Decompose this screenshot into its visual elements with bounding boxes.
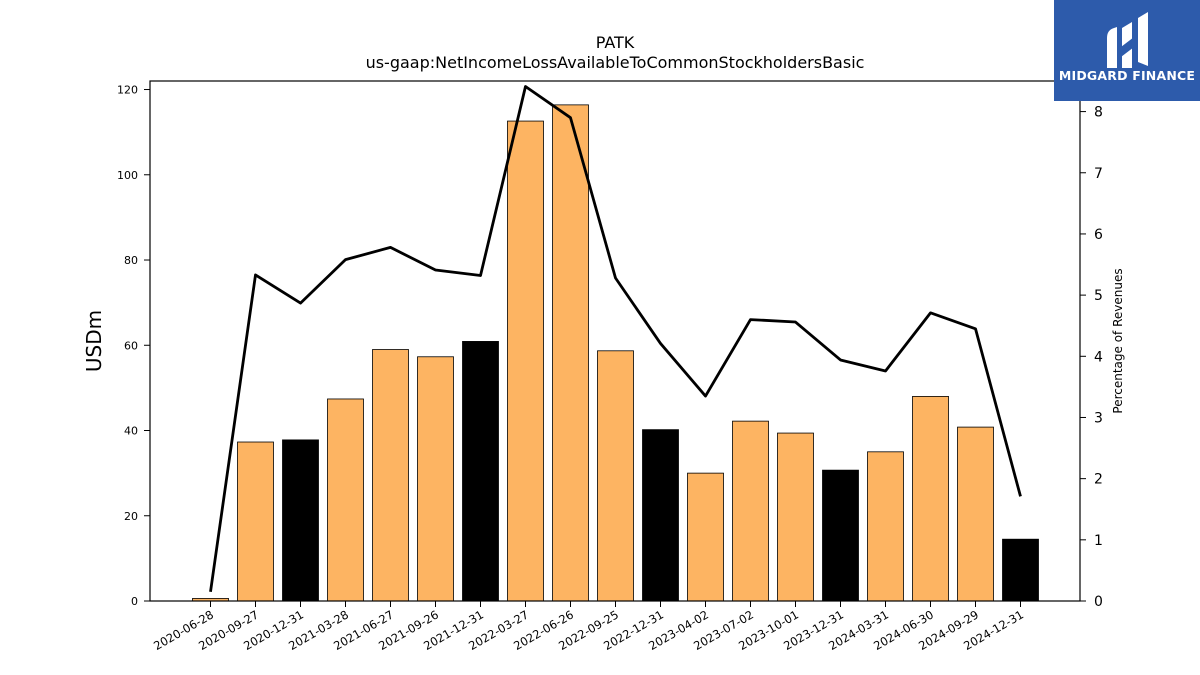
bar-2021-12-31: [462, 341, 499, 602]
bar-2023-04-02: [687, 472, 724, 602]
midgard-logo-icon: [1107, 12, 1148, 68]
brand-logo-text: MIDGARD FINANCE: [1058, 68, 1196, 83]
y2-tick-label-4: 4: [1094, 349, 1103, 365]
bar-2023-12-31: [822, 469, 859, 602]
brand-logo: MIDGARD FINANCE: [1054, 0, 1200, 101]
bar-2024-03-31: [867, 451, 904, 602]
y-axis-label: USDm: [82, 310, 106, 372]
y2-tick-label-2: 2: [1094, 472, 1103, 488]
bar-2022-03-27: [507, 120, 544, 602]
bar-2023-10-01: [777, 432, 814, 602]
y2-tick-label-7: 7: [1094, 166, 1103, 182]
bar-2021-06-27: [372, 349, 409, 602]
y-tick-label-60: 60: [124, 339, 138, 352]
bars-group: [192, 104, 1039, 602]
bar-2023-07-02: [732, 420, 769, 602]
y-tick-label-100: 100: [117, 169, 138, 182]
y-tick-label-20: 20: [124, 510, 138, 523]
chart-subtitle: us-gaap:NetIncomeLossAvailableToCommonSt…: [366, 53, 865, 72]
y2-tick-label-0: 0: [1094, 594, 1103, 610]
y2-tick-label-8: 8: [1094, 105, 1103, 121]
y-tick-label-120: 120: [117, 84, 138, 97]
y-tick-label-40: 40: [124, 425, 138, 438]
bar-2024-12-31: [1002, 538, 1039, 602]
y2-axis-label: Percentage of Revenues: [1111, 268, 1125, 413]
bar-2024-06-30: [912, 396, 949, 602]
chart-title: PATK: [596, 33, 635, 52]
y2-tick-label-5: 5: [1094, 288, 1103, 304]
y-tick-label-80: 80: [124, 254, 138, 267]
bar-2022-06-26: [552, 104, 589, 602]
bar-2022-12-31: [642, 429, 679, 602]
bar-2022-09-25: [597, 350, 634, 602]
bar-2021-03-28: [327, 398, 364, 602]
y-tick-label-0: 0: [131, 595, 138, 608]
bar-2020-09-27: [237, 441, 274, 602]
line-group: [209, 85, 1022, 593]
y2-tick-label-1: 1: [1094, 533, 1103, 549]
y2-tick-label-6: 6: [1094, 227, 1103, 243]
y2-tick-label-3: 3: [1094, 410, 1103, 426]
line-percentage-of-revenues: [209, 85, 1022, 593]
bar-2021-09-26: [417, 356, 454, 602]
bar-2020-12-31: [282, 439, 319, 602]
bar-2024-09-29: [957, 426, 994, 602]
